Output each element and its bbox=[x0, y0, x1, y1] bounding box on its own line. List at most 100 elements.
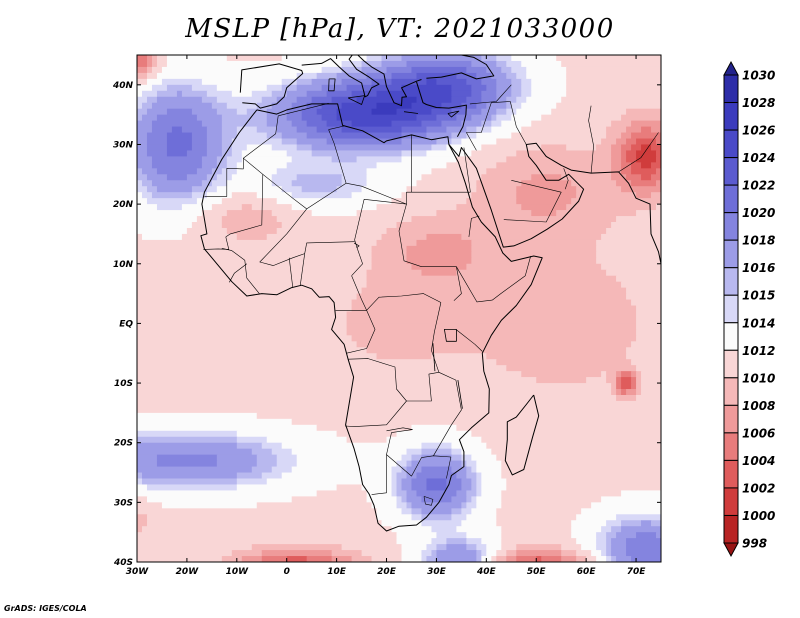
pressure-cell bbox=[461, 102, 477, 110]
pressure-cell bbox=[461, 448, 492, 456]
pressure-cell bbox=[376, 239, 418, 247]
pressure-cell bbox=[161, 78, 203, 86]
pressure-cell bbox=[421, 508, 452, 515]
pressure-cell bbox=[636, 389, 642, 396]
pressure-cell bbox=[611, 544, 627, 551]
pressure-cell bbox=[476, 460, 502, 468]
pressure-cell bbox=[191, 222, 223, 229]
pressure-cell bbox=[371, 108, 398, 116]
pressure-cell bbox=[436, 114, 457, 122]
pressure-cell bbox=[171, 126, 183, 134]
pressure-cell bbox=[471, 192, 517, 199]
pressure-cell bbox=[331, 556, 353, 562]
pressure-cell bbox=[137, 472, 143, 480]
pressure-cell bbox=[576, 556, 587, 562]
colorbar-arrow-top bbox=[723, 60, 739, 76]
pressure-cell bbox=[396, 460, 408, 468]
country-border bbox=[328, 125, 345, 130]
pressure-cell bbox=[476, 496, 502, 503]
pressure-cell bbox=[606, 556, 612, 562]
country-border bbox=[463, 147, 471, 193]
country-border bbox=[563, 168, 569, 190]
pressure-cell bbox=[236, 478, 268, 486]
coastlines-and-borders bbox=[200, 55, 661, 532]
pressure-cell bbox=[276, 96, 298, 104]
pressure-cell bbox=[201, 210, 228, 217]
pressure-cell bbox=[611, 162, 622, 169]
country-border bbox=[348, 302, 442, 402]
pressure-cell bbox=[501, 496, 602, 503]
colorbar-box bbox=[723, 157, 739, 186]
pressure-cell bbox=[336, 186, 363, 193]
pressure-cell bbox=[581, 544, 597, 551]
pressure-cell bbox=[411, 514, 423, 521]
pressure-cell bbox=[356, 96, 403, 104]
pressure-cell bbox=[321, 114, 338, 122]
pressure-cell bbox=[137, 406, 661, 414]
pressure-cell bbox=[626, 174, 642, 181]
pressure-cell bbox=[441, 120, 462, 128]
pressure-cell bbox=[331, 156, 358, 163]
pressure-cell bbox=[526, 96, 562, 104]
pressure-cell bbox=[461, 484, 472, 492]
pressure-cell bbox=[431, 550, 438, 557]
pressure-cell bbox=[396, 490, 408, 497]
pressure-cell bbox=[601, 138, 617, 146]
pressure-cell bbox=[471, 245, 597, 253]
pressure-cell bbox=[231, 144, 248, 152]
lat-tick-label: 40N bbox=[112, 81, 134, 91]
pressure-cell bbox=[336, 114, 418, 122]
pressure-cell bbox=[241, 156, 293, 163]
pressure-cell bbox=[431, 526, 457, 533]
pressure-cell bbox=[216, 460, 258, 468]
pressure-cell bbox=[606, 544, 612, 551]
pressure-cell bbox=[291, 204, 378, 211]
madagascar-coastline bbox=[504, 394, 540, 476]
pressure-cell bbox=[191, 192, 208, 199]
pressure-cell bbox=[351, 335, 637, 342]
pressure-cell bbox=[291, 102, 308, 110]
pressure-cell bbox=[466, 472, 477, 480]
pressure-cell bbox=[137, 377, 537, 384]
pressure-cell bbox=[516, 550, 562, 557]
pressure-cell bbox=[216, 454, 258, 462]
pressure-cell bbox=[496, 359, 632, 366]
pressure-cell bbox=[426, 126, 448, 134]
pressure-cell bbox=[311, 150, 403, 157]
pressure-cell bbox=[137, 353, 378, 360]
pressure-cell bbox=[466, 466, 472, 474]
pressure-cell bbox=[186, 227, 228, 235]
pressure-cell bbox=[596, 251, 661, 259]
pressure-cell bbox=[181, 126, 208, 134]
pressure-cell bbox=[506, 72, 517, 80]
pressure-cell bbox=[436, 556, 477, 562]
pressure-cell bbox=[166, 132, 193, 140]
pressure-cell bbox=[346, 323, 637, 330]
pressure-cell bbox=[151, 55, 158, 62]
pressure-cell bbox=[271, 174, 298, 181]
pressure-cell bbox=[496, 508, 582, 515]
pressure-cell bbox=[476, 490, 482, 497]
italy-coastline bbox=[301, 55, 380, 98]
pressure-cell bbox=[161, 502, 258, 509]
pressure-cell bbox=[501, 532, 572, 539]
pressure-cell bbox=[511, 55, 557, 62]
pressure-cell bbox=[201, 96, 218, 104]
pressure-cell bbox=[201, 156, 218, 163]
pressure-cell bbox=[626, 353, 661, 360]
pressure-cell bbox=[191, 186, 208, 193]
pressure-cell bbox=[137, 293, 358, 301]
pressure-cell bbox=[476, 72, 492, 80]
colorbar-label: 1010 bbox=[742, 371, 775, 385]
pressure-cell bbox=[451, 90, 472, 98]
pressure-cell bbox=[436, 78, 467, 86]
pressure-cell bbox=[566, 72, 661, 80]
pressure-cell bbox=[421, 514, 452, 521]
pressure-cell bbox=[596, 556, 607, 562]
pressure-cell bbox=[496, 114, 512, 122]
pressure-cell bbox=[146, 520, 383, 527]
pressure-cell bbox=[451, 448, 462, 456]
pressure-cell bbox=[476, 544, 487, 551]
colorbar-label: 1020 bbox=[742, 206, 775, 220]
pressure-cell bbox=[656, 204, 661, 211]
